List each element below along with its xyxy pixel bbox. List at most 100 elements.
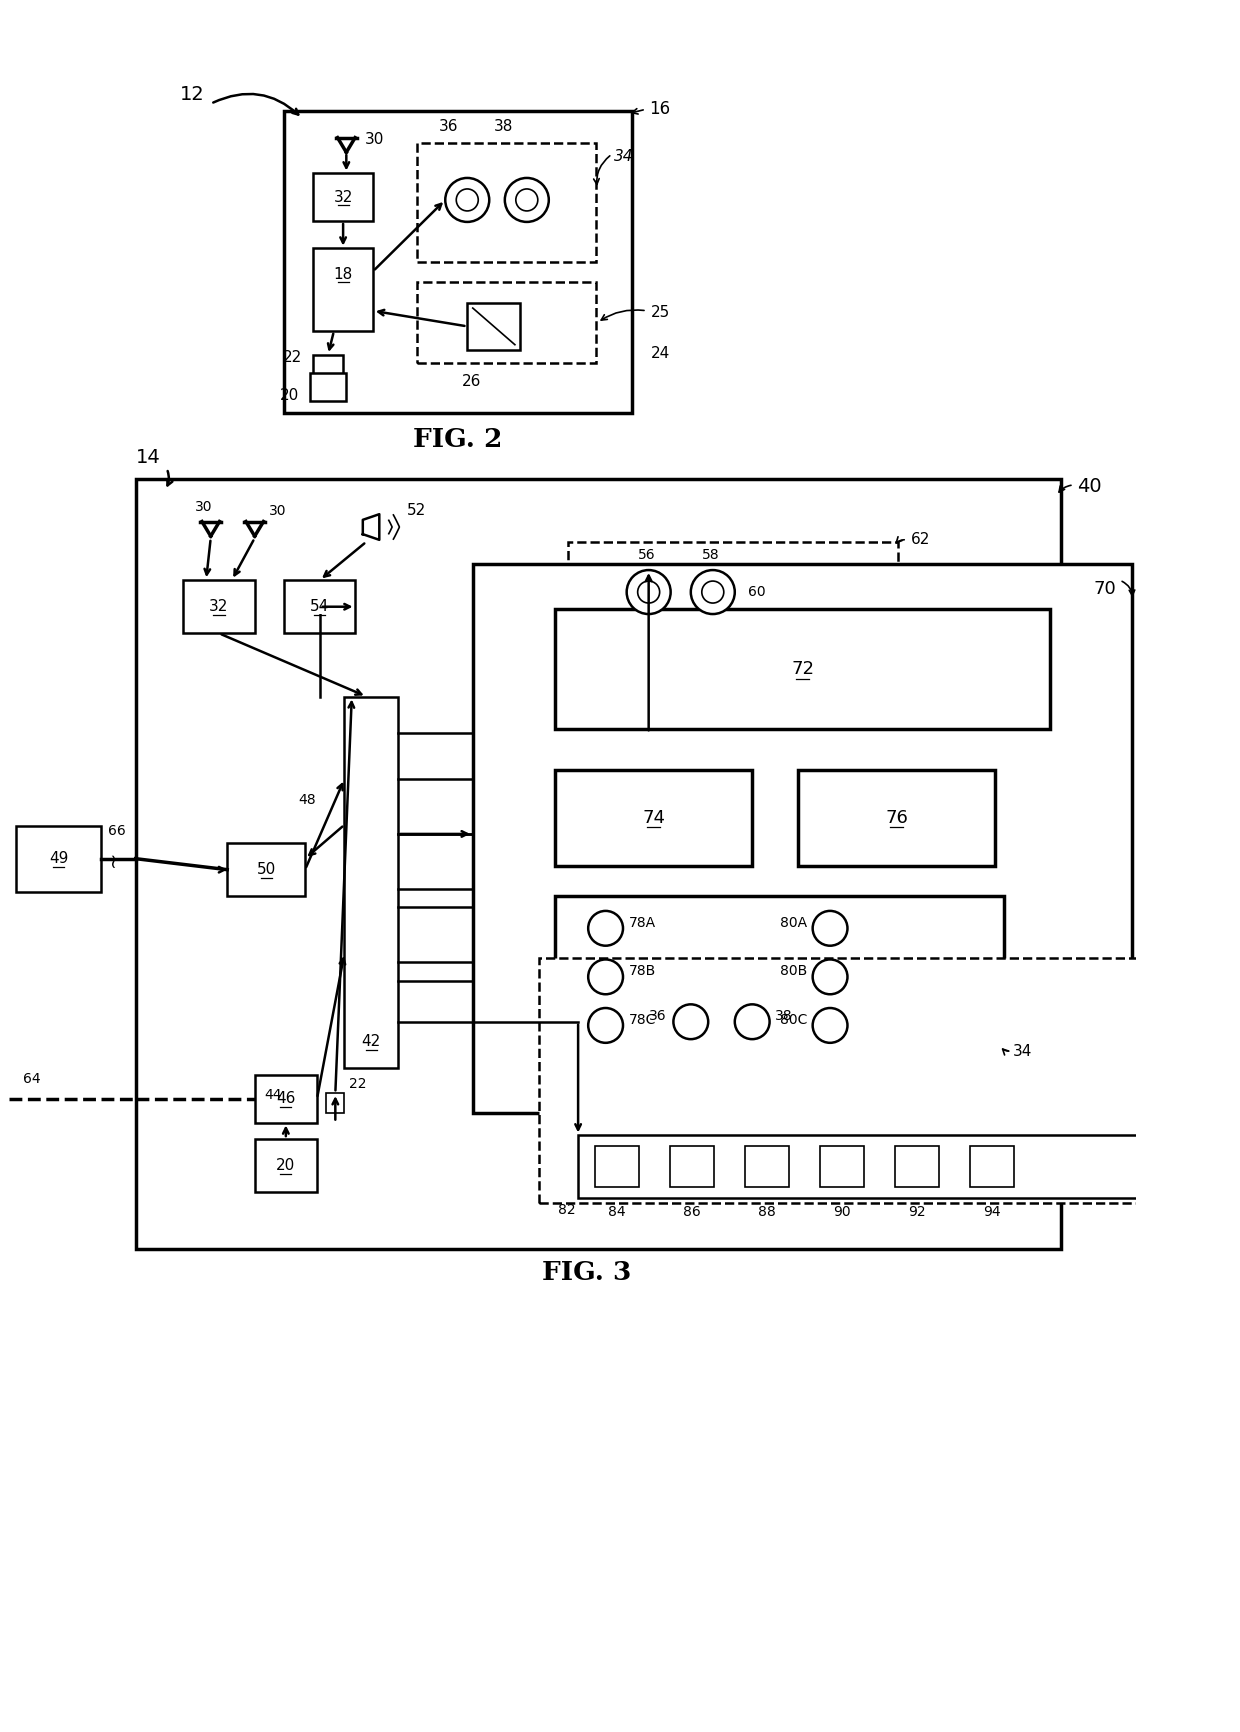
Text: 92: 92 [908, 1205, 926, 1219]
Text: 36: 36 [439, 120, 459, 133]
Text: FIG. 2: FIG. 2 [413, 426, 502, 452]
Text: 48: 48 [299, 793, 316, 807]
Text: 50: 50 [257, 863, 275, 876]
Bar [670, 1147, 714, 1186]
Bar [745, 1147, 789, 1186]
Bar [184, 580, 254, 634]
Text: 24: 24 [651, 346, 670, 362]
Bar [310, 372, 346, 400]
Bar [595, 1147, 639, 1186]
Bar [254, 1140, 317, 1192]
Bar [467, 303, 521, 350]
Bar [556, 769, 753, 866]
Bar [820, 1147, 864, 1186]
Circle shape [516, 189, 538, 211]
Circle shape [702, 580, 724, 603]
Text: 84: 84 [608, 1205, 625, 1219]
Text: 32: 32 [334, 191, 353, 204]
Text: 56: 56 [639, 549, 656, 563]
Bar [284, 111, 632, 414]
Text: 40: 40 [1078, 478, 1102, 495]
Circle shape [445, 178, 490, 222]
Text: 25: 25 [651, 305, 670, 320]
Bar [556, 895, 1004, 1057]
Text: 20: 20 [279, 388, 299, 404]
Text: 76: 76 [885, 809, 908, 826]
Text: 46: 46 [277, 1091, 295, 1107]
Text: ~: ~ [103, 850, 123, 866]
Text: 78A: 78A [629, 916, 656, 930]
Text: 20: 20 [277, 1159, 295, 1173]
Circle shape [812, 960, 847, 994]
Text: 70: 70 [1094, 580, 1116, 598]
Circle shape [691, 570, 735, 615]
Text: 30: 30 [269, 504, 286, 518]
Text: 38: 38 [775, 1010, 792, 1024]
Bar [314, 173, 373, 222]
Text: 62: 62 [910, 532, 930, 547]
Text: 74: 74 [642, 809, 665, 826]
Text: FIG. 3: FIG. 3 [542, 1261, 631, 1285]
Bar [578, 1136, 1137, 1197]
Text: 22: 22 [350, 1077, 367, 1091]
Circle shape [735, 1005, 770, 1039]
Text: 80B: 80B [780, 965, 807, 979]
Text: 72: 72 [791, 660, 815, 677]
Text: 90: 90 [833, 1205, 851, 1219]
Bar [556, 610, 1050, 729]
Text: 80A: 80A [780, 916, 807, 930]
Circle shape [812, 1008, 847, 1043]
Text: 60: 60 [748, 585, 765, 599]
Bar [895, 1147, 939, 1186]
Text: 32: 32 [210, 599, 228, 615]
Text: 22: 22 [283, 350, 303, 365]
Text: 30: 30 [195, 501, 212, 514]
Text: 64: 64 [24, 1072, 41, 1086]
Text: 88: 88 [758, 1205, 776, 1219]
Text: 78B: 78B [629, 965, 656, 979]
Bar [16, 826, 100, 892]
Text: 52: 52 [407, 502, 427, 518]
Circle shape [588, 1008, 622, 1043]
Circle shape [637, 580, 660, 603]
Text: 14: 14 [136, 449, 161, 468]
Bar [314, 248, 373, 331]
Circle shape [588, 911, 622, 946]
Text: 30: 30 [365, 132, 384, 147]
Text: 16: 16 [649, 100, 670, 118]
Circle shape [588, 960, 622, 994]
Bar [472, 563, 1132, 1114]
Bar [314, 355, 342, 393]
Text: 78C: 78C [629, 1013, 656, 1027]
Text: 36: 36 [649, 1010, 666, 1024]
Bar [284, 580, 356, 634]
Text: 58: 58 [702, 549, 719, 563]
Bar [417, 144, 595, 262]
Bar [568, 542, 898, 643]
Circle shape [505, 178, 549, 222]
Bar [254, 1076, 317, 1122]
Text: 66: 66 [108, 824, 125, 838]
Bar [417, 282, 595, 364]
Text: 34: 34 [1013, 1044, 1033, 1058]
Text: 49: 49 [48, 850, 68, 866]
Text: 38: 38 [495, 120, 513, 133]
Bar [135, 480, 1061, 1249]
Text: 86: 86 [683, 1205, 701, 1219]
Text: 42: 42 [361, 1034, 381, 1050]
Bar [345, 696, 398, 1067]
Text: 54: 54 [310, 599, 330, 615]
Bar [326, 1093, 345, 1114]
Text: 12: 12 [180, 85, 205, 104]
Text: 26: 26 [463, 374, 481, 390]
Circle shape [456, 189, 479, 211]
Text: 44: 44 [264, 1088, 281, 1102]
Circle shape [673, 1005, 708, 1039]
Text: 34: 34 [614, 149, 634, 165]
Circle shape [812, 911, 847, 946]
Bar [227, 843, 305, 895]
Text: 94: 94 [983, 1205, 1001, 1219]
Bar [538, 958, 1226, 1204]
Bar [799, 769, 994, 866]
Circle shape [626, 570, 671, 615]
